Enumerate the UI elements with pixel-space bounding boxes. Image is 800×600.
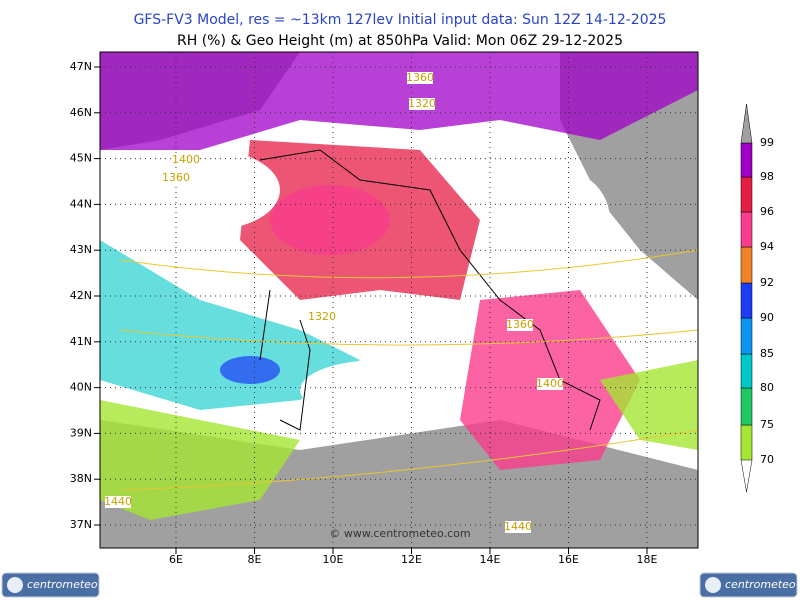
- colorbar-band: [740, 353, 753, 389]
- contour-label-bg: [105, 496, 131, 508]
- contour-label: 1360: [506, 318, 534, 331]
- colorbar-label: 70: [760, 453, 774, 466]
- colorbar-band: [740, 211, 753, 248]
- contour-label-bg: [507, 319, 533, 331]
- lat-label: 38N: [70, 472, 92, 485]
- lat-label: 46N: [70, 106, 92, 119]
- lat-label: 44N: [70, 197, 92, 210]
- contour-label-bg: [409, 98, 435, 110]
- logo-icon: [7, 577, 23, 593]
- contour-label: 1320: [408, 97, 436, 110]
- contour-label-bg: [309, 311, 335, 323]
- contour-label-bg: [407, 72, 433, 84]
- contour-label-bg: [505, 521, 531, 533]
- logo-text: centrometeo: [27, 578, 98, 591]
- title: GFS-FV3 Model, res = ~13km 127lev Initia…: [134, 12, 667, 28]
- logo-icon: [705, 577, 721, 593]
- contour-label: 1400: [536, 377, 564, 390]
- lon-label: 14E: [480, 553, 501, 566]
- colorbar-band: [740, 176, 753, 213]
- map-frame: [99, 51, 699, 549]
- contour-label: 1360: [162, 171, 190, 184]
- contour-label: 1440: [504, 520, 532, 533]
- colorbar-label: 96: [760, 205, 774, 218]
- colorbar-band: [740, 387, 753, 426]
- lat-label: 41N: [70, 335, 92, 348]
- colorbar-label: 75: [760, 418, 774, 431]
- contour-label-bg: [537, 378, 563, 390]
- logo-box: [699, 572, 798, 598]
- colorbar-tail: [740, 459, 753, 493]
- contour-label: 1400: [172, 153, 200, 166]
- graticule: 47N 46N 45N 44N 43N 42N 41N 40N 39N 38N 37N 6E 8E 10E…: [70, 52, 698, 566]
- colorbar-band: [740, 282, 753, 319]
- contour-label: 1320: [308, 310, 336, 323]
- lon-label: 12E: [401, 553, 422, 566]
- lat-label: 40N: [70, 381, 92, 394]
- lon-label: 6E: [169, 553, 183, 566]
- colorbar-band: [740, 424, 753, 461]
- colorbar-band: [740, 142, 753, 178]
- colorbar-label: 98: [760, 170, 774, 183]
- logo-right: centrometeo: [699, 572, 798, 598]
- lat-label: 43N: [70, 243, 92, 256]
- contour-label-bg: [173, 154, 199, 166]
- contour-label-bg: [163, 172, 189, 184]
- lat-label: 47N: [70, 60, 92, 73]
- colorbar-label: 85: [760, 347, 774, 360]
- logo-text: centrometeo: [725, 578, 796, 591]
- lon-label: 10E: [323, 553, 344, 566]
- colorbar-label: 80: [760, 381, 774, 394]
- colorbar-label: 90: [760, 311, 774, 324]
- lat-label: 39N: [70, 426, 92, 439]
- subtitle: RH (%) & Geo Height (m) at 850hPa Valid:…: [177, 33, 623, 49]
- lon-label: 16E: [558, 553, 579, 566]
- lat-label: 42N: [70, 289, 92, 302]
- colorbar-band: [740, 246, 753, 284]
- lon-label: 18E: [637, 553, 658, 566]
- logo-left: centrometeo: [1, 572, 100, 598]
- contour-label: 1440: [104, 495, 132, 508]
- lon-label: 8E: [248, 553, 262, 566]
- map-field: [100, 52, 698, 548]
- colorbar: 70 75 80 85 90 92 94 96 98 99: [740, 103, 774, 493]
- lat-label: 45N: [70, 152, 92, 165]
- colorbar-label: 92: [760, 276, 774, 289]
- watermark: © www.centrometeo.com: [329, 527, 470, 540]
- logo-box: [1, 572, 100, 598]
- contour-label: 1360: [406, 71, 434, 84]
- colorbar-label: 94: [760, 240, 774, 253]
- colorbar-band: [740, 317, 753, 355]
- lat-label: 37N: [70, 518, 92, 531]
- colorbar-band: [740, 103, 753, 144]
- colorbar-label: 99: [760, 136, 774, 149]
